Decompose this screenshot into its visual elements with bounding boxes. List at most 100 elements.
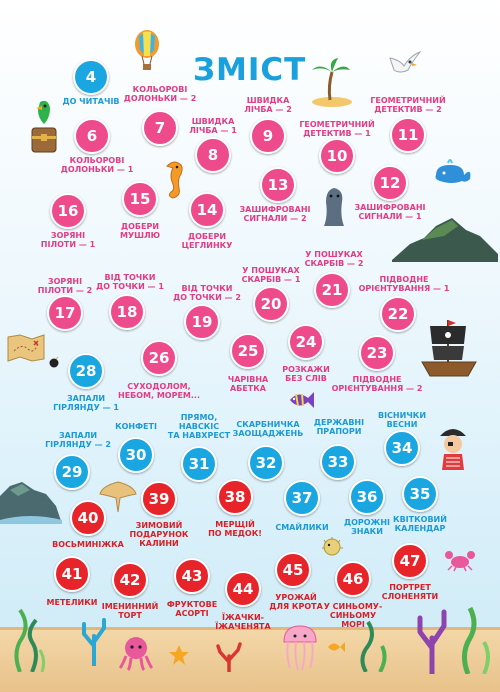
entry-title-9[interactable]: Швидка лічба — 2 [244,96,292,114]
entry-title-7[interactable]: Кольорові долоньки — 2 [123,85,197,103]
page-number-badge-33[interactable]: 33 [320,444,356,480]
page-number-badge-46[interactable]: 46 [335,561,371,597]
page-number-badge-4[interactable]: 4 [73,59,109,95]
page-number-badge-21[interactable]: 21 [314,272,350,308]
page-number-badge-47[interactable]: 47 [392,543,428,579]
entry-title-43[interactable]: Фруктове асорті [166,600,218,618]
crab-icon [445,551,475,572]
page-number-badge-44[interactable]: 44 [225,571,261,607]
page-number-badge-7[interactable]: 7 [142,110,178,146]
entry-title-45[interactable]: Урожай для крота [269,593,323,611]
entry-title-8[interactable]: Швидка лічба — 1 [189,117,237,135]
entry-title-30[interactable]: Конфеті [115,422,157,431]
entry-title-28[interactable]: Запали гірлянду — 1 [53,394,119,412]
jellyfish-icon [283,625,317,671]
entry-title-31[interactable]: Прямо, навскіс та навхрест [167,413,231,440]
entry-title-37[interactable]: Смайлики [275,523,329,532]
entry-title-24[interactable]: Розкажи без слів [282,365,330,383]
page-number-badge-34[interactable]: 34 [384,430,420,466]
whale-icon [435,159,471,183]
page-number-badge-17[interactable]: 17 [47,295,83,331]
entry-title-13[interactable]: Зашифровані сигнали — 2 [239,205,311,223]
page-number-badge-10[interactable]: 10 [319,138,355,174]
palm-island-icon [312,58,352,107]
page-number-badge-16[interactable]: 16 [50,193,86,229]
entry-title-12[interactable]: Зашифровані сигнали — 1 [354,203,426,221]
page-number-badge-8[interactable]: 8 [195,137,231,173]
page-number-badge-25[interactable]: 25 [230,333,266,369]
entry-title-19[interactable]: Від точки до точки — 2 [173,284,241,302]
page-number-badge-45[interactable]: 45 [275,552,311,588]
entry-title-32[interactable]: Скарбничка заощаджень [232,420,304,438]
entry-title-41[interactable]: Метелики [46,598,98,607]
sandy-seabed [0,627,500,692]
coral-icon [82,618,106,666]
page-number-badge-36[interactable]: 36 [349,479,385,515]
entry-title-11[interactable]: Геометричний детектив — 2 [370,96,446,114]
page-number-badge-19[interactable]: 19 [184,304,220,340]
entry-title-10[interactable]: Геометричний детектив — 1 [299,120,375,138]
starfish-icon [169,645,189,665]
page-number-badge-37[interactable]: 37 [284,480,320,516]
page-number-badge-30[interactable]: 30 [118,437,154,473]
entry-title-18[interactable]: Від точки до точки — 1 [96,273,164,291]
pirate-ship-icon [421,320,477,377]
entry-title-14[interactable]: Добери цеглинку [181,232,233,250]
entry-title-4[interactable]: До читачів [62,97,120,106]
entry-title-23[interactable]: Підводне орієнтування — 2 [331,375,423,393]
page-number-badge-40[interactable]: 40 [70,500,106,536]
seaweed-right-icon [360,620,387,672]
entry-title-29[interactable]: Запали гірлянду — 2 [45,431,111,449]
hot-air-balloon-icon [135,30,159,70]
small-fish-icon [328,642,345,652]
entry-title-34[interactable]: Віснички весни [377,411,427,429]
tropical-fish-icon [290,392,314,408]
page-number-badge-12[interactable]: 12 [372,165,408,201]
page-number-badge-18[interactable]: 18 [109,294,145,330]
page-number-badge-23[interactable]: 23 [359,335,395,371]
page-number-badge-6[interactable]: 6 [74,118,110,154]
page-number-badge-39[interactable]: 39 [141,481,177,517]
entry-title-33[interactable]: Державні прапори [313,418,365,436]
page-number-badge-13[interactable]: 13 [260,167,296,203]
entry-title-46[interactable]: У синьому-синьому морі [323,602,383,629]
entry-title-40[interactable]: Восьминіжка [52,540,124,549]
entry-title-36[interactable]: Дорожні знаки [343,518,391,536]
page-number-badge-29[interactable]: 29 [54,454,90,490]
page-number-badge-35[interactable]: 35 [402,476,438,512]
page-number-badge-15[interactable]: 15 [122,181,158,217]
page-number-badge-14[interactable]: 14 [189,192,225,228]
entry-title-26[interactable]: Суходолом, небом, морем... [117,382,201,400]
entry-title-22[interactable]: Підводне орієнтування — 1 [358,275,450,293]
entry-title-16[interactable]: Зоряні пілоти — 1 [40,231,96,249]
entry-title-44[interactable]: Їжачки-їжаченята [215,613,271,631]
entry-title-21[interactable]: У пошуках скарбів — 2 [304,250,364,268]
page-number-badge-31[interactable]: 31 [181,446,217,482]
entry-title-15[interactable]: Добери мушлю [119,222,161,240]
page-number-badge-11[interactable]: 11 [390,117,426,153]
entry-title-6[interactable]: Кольорові долоньки — 1 [60,156,134,174]
entry-title-35[interactable]: Квітковий календар [393,515,447,533]
page-number-badge-42[interactable]: 42 [112,562,148,598]
page-number-badge-26[interactable]: 26 [141,340,177,376]
entry-title-25[interactable]: Чарівна абетка [227,375,269,393]
entry-title-38[interactable]: Мерщій по медок! [208,520,262,538]
rocky-shore-icon [0,482,62,524]
entry-title-47[interactable]: Портрет слоненяти [381,583,439,601]
page-number-badge-41[interactable]: 41 [54,556,90,592]
treasure-map-icon [7,334,45,362]
page-number-badge-32[interactable]: 32 [248,445,284,481]
entry-title-20[interactable]: У пошуках скарбів — 1 [241,266,301,284]
page-number-badge-24[interactable]: 24 [288,324,324,360]
page-number-badge-22[interactable]: 22 [380,296,416,332]
entry-title-42[interactable]: Іменинний торт [101,602,159,620]
entry-title-39[interactable]: Зимовий подарунок калини [129,521,189,548]
page-number-badge-28[interactable]: 28 [68,353,104,389]
rocky-island-icon [392,218,498,262]
page-number-badge-43[interactable]: 43 [174,558,210,594]
page-number-badge-9[interactable]: 9 [250,118,286,154]
page-number-badge-20[interactable]: 20 [253,286,289,322]
entry-title-17[interactable]: Зоряні пілоти — 2 [37,277,93,295]
page-number-badge-38[interactable]: 38 [217,479,253,515]
